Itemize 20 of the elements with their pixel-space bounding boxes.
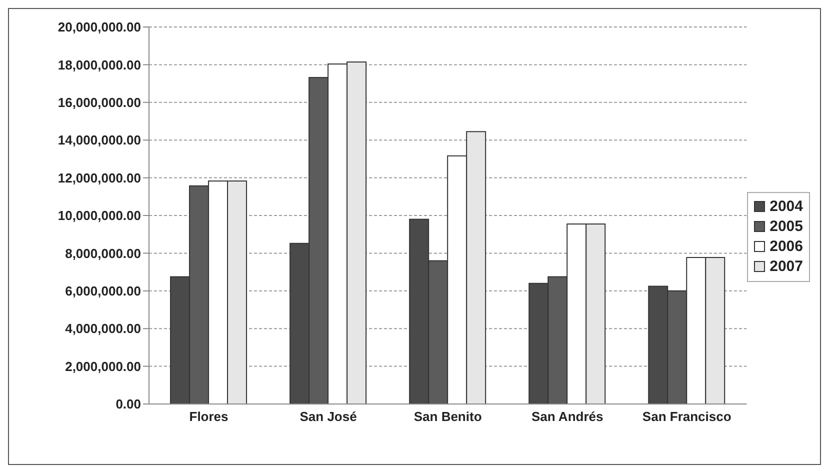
y-tick-label: 18,000,000.00: [58, 57, 141, 72]
legend-label: 2005: [770, 216, 803, 236]
y-tick-label: 10,000,000.00: [58, 208, 141, 224]
y-tick-label: 14,000,000.00: [58, 132, 141, 148]
x-tick-label: Flores: [189, 409, 228, 424]
y-tick-label: 20,000,000.00: [58, 20, 141, 35]
y-tick-label: 16,000,000.00: [58, 95, 141, 110]
y-tick-label: 0.00: [116, 396, 141, 412]
x-tick-label: San Benito: [414, 409, 482, 424]
y-tick-label: 4,000,000.00: [65, 321, 141, 336]
legend-label: 2006: [770, 236, 803, 256]
legend-label: 2004: [770, 196, 803, 216]
legend-label: 2007: [770, 256, 803, 276]
x-tick-label: San José: [300, 409, 357, 424]
y-tick-label: 12,000,000.00: [58, 170, 141, 186]
y-tick-label: 8,000,000.00: [65, 246, 141, 261]
y-tick-label: 6,000,000.00: [65, 284, 141, 299]
x-tick-label: San Francisco: [642, 409, 732, 424]
x-tick-label: San Andrés: [531, 409, 604, 424]
y-tick-label: 2,000,000.00: [65, 358, 141, 374]
